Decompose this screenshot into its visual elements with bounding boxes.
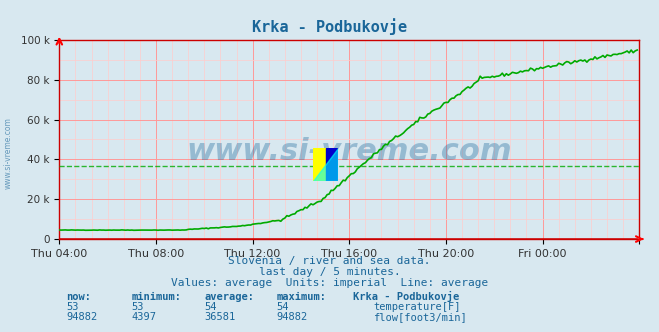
Text: www.si-vreme.com: www.si-vreme.com [4,117,13,189]
Text: Values: average  Units: imperial  Line: average: Values: average Units: imperial Line: av… [171,278,488,288]
Text: 4397: 4397 [132,312,157,322]
Text: 53: 53 [132,302,144,312]
Text: now:: now: [66,292,91,302]
Text: 94882: 94882 [66,312,97,322]
Polygon shape [313,148,338,181]
Text: temperature[F]: temperature[F] [373,302,461,312]
Text: 54: 54 [204,302,217,312]
Text: Krka - Podbukovje: Krka - Podbukovje [353,291,459,302]
Bar [313,148,326,181]
Text: 94882: 94882 [277,312,308,322]
Text: Slovenia / river and sea data.: Slovenia / river and sea data. [228,256,431,266]
Text: Krka - Podbukovje: Krka - Podbukovje [252,18,407,35]
Text: minimum:: minimum: [132,292,182,302]
Text: 36581: 36581 [204,312,235,322]
Text: flow[foot3/min]: flow[foot3/min] [373,312,467,322]
Text: 54: 54 [277,302,289,312]
Text: average:: average: [204,292,254,302]
Text: 53: 53 [66,302,78,312]
Bar [326,148,338,181]
Text: www.si-vreme.com: www.si-vreme.com [186,137,512,166]
Text: last day / 5 minutes.: last day / 5 minutes. [258,267,401,277]
Text: maximum:: maximum: [277,292,327,302]
